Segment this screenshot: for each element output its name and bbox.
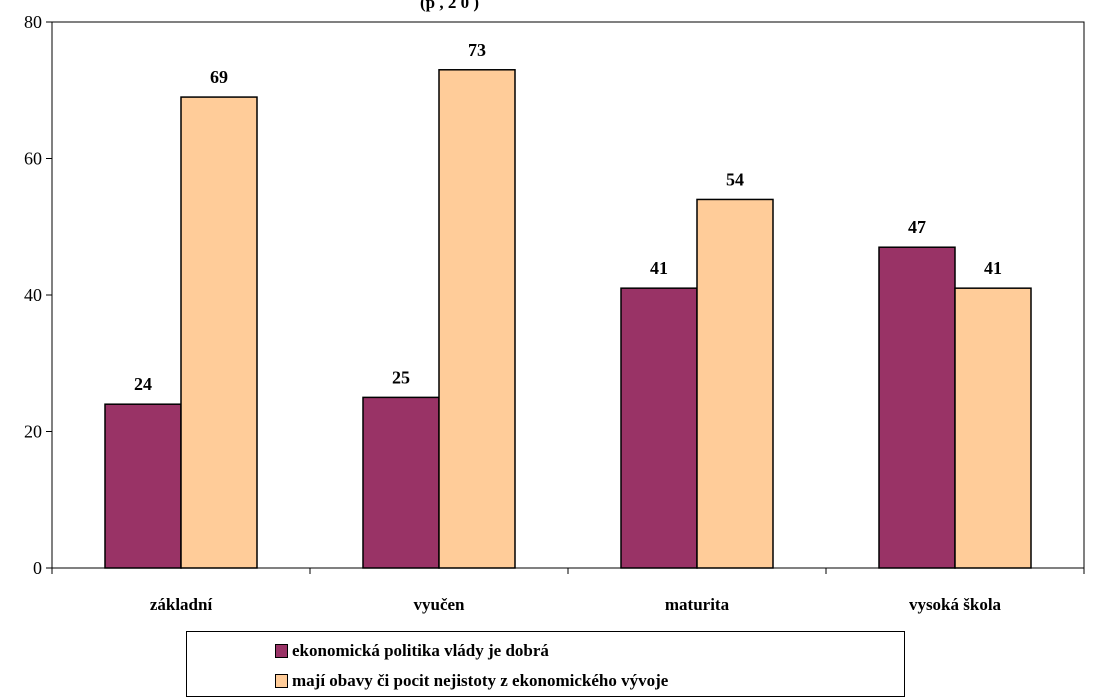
data-label: 24: [134, 374, 152, 394]
x-category-label: vyučen: [414, 595, 466, 614]
data-label: 73: [468, 40, 486, 60]
bar: [180, 96, 258, 569]
bar: [878, 246, 956, 569]
y-tick-label: 0: [33, 558, 42, 578]
x-category-label: základní: [150, 595, 213, 614]
data-label: 25: [392, 367, 410, 387]
y-tick-label: 40: [24, 285, 42, 305]
legend-label: mají obavy či pocit nejistoty z ekonomic…: [292, 671, 669, 690]
y-tick-label: 20: [24, 422, 42, 442]
bar: [438, 69, 516, 569]
legend-item-economic-uncertainty: mají obavy či pocit nejistoty z ekonomic…: [275, 671, 668, 691]
data-label: 41: [650, 258, 668, 278]
x-category-label: vysoká škola: [909, 595, 1002, 614]
data-label: 41: [984, 258, 1002, 278]
bar-chart: (p , 2 0 ) 0 20 40 60 80 24 69 základní 25 73 vyuče…: [24, 0, 1085, 614]
legend-item-economic-policy-good: ekonomická politika vlády je dobrá: [275, 641, 549, 661]
data-label: 69: [210, 67, 228, 87]
legend-swatch-purple: [275, 644, 288, 658]
bar: [954, 287, 1032, 569]
x-category-label: maturita: [665, 595, 730, 614]
bar: [362, 396, 440, 569]
header-fragment: (p , 2 0 ): [420, 0, 479, 12]
bar: [696, 198, 774, 569]
legend-swatch-peach: [275, 674, 288, 688]
legend-label: ekonomická politika vlády je dobrá: [292, 641, 549, 660]
bar: [104, 403, 182, 569]
data-label: 54: [726, 169, 744, 189]
chart-legend: ekonomická politika vlády je dobrá mají …: [186, 631, 905, 697]
y-tick-label: 60: [24, 149, 42, 169]
bar: [620, 287, 698, 569]
data-label: 47: [908, 217, 926, 237]
y-tick-label: 80: [24, 12, 42, 32]
